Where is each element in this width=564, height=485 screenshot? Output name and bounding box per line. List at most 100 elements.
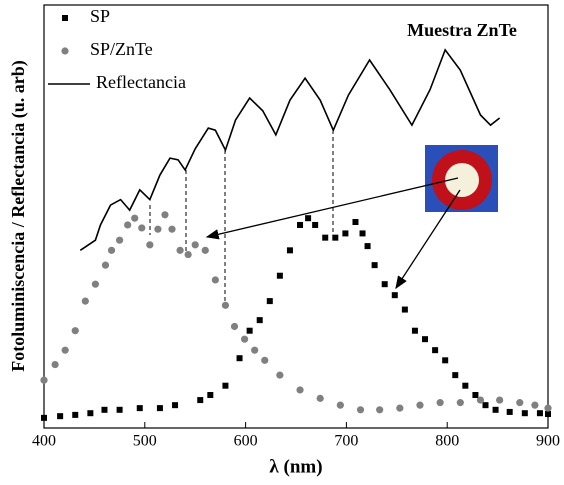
- point: [57, 413, 63, 419]
- x-tick-label: 400: [32, 433, 56, 450]
- point: [365, 243, 371, 249]
- point: [496, 396, 503, 403]
- point: [522, 410, 528, 416]
- point: [207, 392, 213, 398]
- point: [432, 347, 438, 353]
- point: [452, 372, 458, 378]
- point: [82, 298, 89, 305]
- point: [337, 402, 344, 409]
- point: [161, 211, 168, 218]
- point: [357, 406, 364, 413]
- point: [154, 226, 161, 233]
- point: [296, 386, 303, 393]
- point: [231, 323, 238, 330]
- chart: Muestra ZnTe λ (nm) Fotoluminiscencia / …: [0, 0, 564, 485]
- point: [422, 336, 428, 342]
- inset-image: [425, 145, 498, 212]
- point: [257, 317, 263, 323]
- legend-label: Reflectancia: [96, 72, 186, 92]
- point: [138, 224, 145, 231]
- point: [312, 222, 318, 228]
- point: [493, 407, 499, 413]
- point: [483, 402, 489, 408]
- annotation: Muestra ZnTe: [407, 20, 517, 40]
- point: [146, 241, 153, 248]
- point: [87, 410, 93, 416]
- point: [185, 251, 192, 258]
- point: [222, 383, 228, 389]
- point: [137, 405, 143, 411]
- point: [360, 230, 366, 236]
- x-axis-label: λ (nm): [269, 456, 322, 477]
- point: [317, 395, 324, 402]
- point: [157, 405, 163, 411]
- point: [342, 230, 348, 236]
- point: [477, 396, 484, 403]
- x-tick-label: 800: [435, 433, 459, 450]
- point: [62, 347, 69, 354]
- x-tick-label: 600: [234, 433, 258, 450]
- point: [457, 399, 464, 406]
- point: [402, 307, 408, 313]
- point: [412, 328, 418, 334]
- point: [92, 281, 99, 288]
- point: [416, 402, 423, 409]
- point: [124, 221, 131, 228]
- point: [382, 281, 388, 287]
- point: [462, 383, 468, 389]
- point: [101, 407, 107, 413]
- point: [305, 215, 311, 221]
- point: [372, 262, 378, 268]
- point: [376, 406, 383, 413]
- point: [261, 357, 268, 364]
- point: [222, 302, 229, 309]
- point: [396, 405, 403, 412]
- point: [352, 219, 358, 225]
- x-tick-label: 700: [334, 433, 358, 450]
- point: [437, 399, 444, 406]
- point: [117, 407, 123, 413]
- point: [40, 377, 47, 384]
- point: [276, 372, 283, 379]
- point: [507, 409, 513, 415]
- point: [545, 411, 551, 417]
- legend-label: SP/ZnTe: [90, 39, 153, 59]
- point: [516, 399, 523, 406]
- point: [212, 276, 219, 283]
- point: [197, 397, 203, 403]
- point: [41, 415, 47, 421]
- point: [287, 247, 293, 253]
- point: [472, 392, 478, 398]
- point: [172, 402, 178, 408]
- point: [322, 235, 328, 241]
- point: [108, 247, 115, 254]
- point: [202, 247, 209, 254]
- point: [531, 402, 538, 409]
- legend-label: SP: [90, 6, 110, 26]
- point: [116, 237, 123, 244]
- point: [72, 412, 78, 418]
- point: [277, 273, 283, 279]
- x-tick-label: 500: [133, 433, 157, 450]
- point: [537, 410, 543, 416]
- x-tick-label: 900: [536, 433, 560, 450]
- point: [237, 355, 243, 361]
- point: [297, 222, 303, 228]
- point: [442, 357, 448, 363]
- point: [241, 336, 248, 343]
- legend-swatch: [61, 47, 68, 54]
- point: [51, 361, 58, 368]
- point: [247, 328, 253, 334]
- point: [192, 241, 199, 248]
- point: [72, 327, 79, 334]
- legend-swatch: [62, 15, 68, 21]
- point: [131, 215, 138, 222]
- point: [267, 298, 273, 304]
- point: [332, 235, 338, 241]
- point: [102, 262, 109, 269]
- point: [392, 292, 398, 298]
- point: [544, 405, 551, 412]
- point: [176, 247, 183, 254]
- point: [251, 347, 258, 354]
- point: [168, 226, 175, 233]
